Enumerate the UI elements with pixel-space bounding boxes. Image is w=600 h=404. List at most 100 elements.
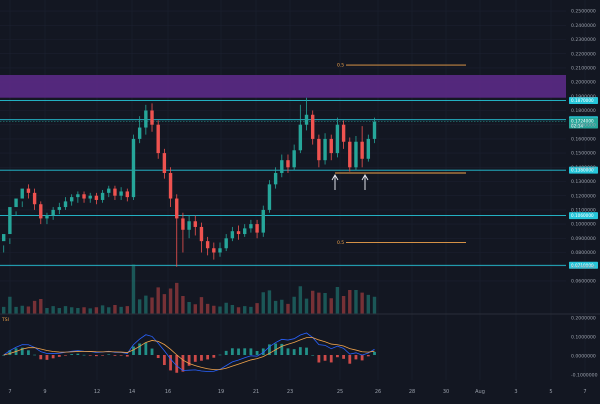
- candle-body[interactable]: [193, 221, 197, 227]
- candle-body[interactable]: [273, 172, 278, 185]
- volume-bar: [323, 293, 327, 314]
- candle-body[interactable]: [205, 241, 210, 249]
- tsi-histogram-bar: [224, 350, 228, 355]
- candle-body[interactable]: [51, 209, 55, 216]
- candle-body[interactable]: [317, 138, 321, 161]
- candle-body[interactable]: [230, 231, 235, 239]
- candle-body[interactable]: [372, 121, 377, 139]
- candle-body[interactable]: [69, 197, 74, 202]
- indicator-tick-label: 0.2000000: [571, 316, 596, 322]
- candle-body[interactable]: [187, 221, 191, 230]
- indicator-tick-label: 0.0000000: [571, 354, 596, 360]
- price-tick-label: 0.1600000: [571, 137, 596, 143]
- volume-bar: [273, 300, 278, 314]
- volume-bar: [348, 290, 352, 314]
- candle-body[interactable]: [125, 191, 129, 198]
- candle-body[interactable]: [26, 188, 31, 193]
- tsi-histogram-bar: [27, 350, 30, 355]
- price-tick-label: 0.1200000: [571, 193, 596, 199]
- annotation-arrows[interactable]: [331, 174, 369, 190]
- candle-body[interactable]: [20, 188, 24, 199]
- candle-body[interactable]: [168, 172, 173, 199]
- candle-body[interactable]: [88, 195, 92, 199]
- candle-body[interactable]: [261, 209, 265, 233]
- candle-body[interactable]: [119, 191, 123, 196]
- up-arrow-head: [361, 174, 369, 181]
- tsi-histogram-bar: [20, 347, 24, 355]
- horizontal-levels[interactable]: 0.18700000.17350000.13800000.10600000.07…: [0, 97, 598, 269]
- candle-body[interactable]: [304, 114, 309, 125]
- candle-body[interactable]: [335, 124, 340, 154]
- candle-body[interactable]: [354, 141, 358, 168]
- candle-body[interactable]: [32, 192, 37, 205]
- candle-body[interactable]: [255, 224, 259, 233]
- tsi-histogram-bar: [113, 355, 117, 356]
- volume-bar: [292, 296, 296, 314]
- candle-body[interactable]: [280, 160, 284, 173]
- candle-body[interactable]: [63, 201, 68, 208]
- candle-body[interactable]: [107, 188, 111, 193]
- tsi-histogram-bar: [348, 355, 352, 364]
- candle-body[interactable]: [212, 248, 216, 253]
- tsi-histogram-bar: [82, 354, 86, 356]
- tsi-histogram-bar: [150, 348, 154, 355]
- candle-body[interactable]: [156, 124, 160, 154]
- candle-body[interactable]: [14, 198, 18, 208]
- candle-body[interactable]: [298, 124, 303, 151]
- candle-body[interactable]: [137, 127, 142, 139]
- candle-body[interactable]: [236, 231, 241, 235]
- volume-bar: [2, 306, 6, 314]
- candle-body[interactable]: [323, 138, 327, 161]
- candle-body[interactable]: [286, 160, 290, 168]
- level-tag: [569, 166, 598, 174]
- up-arrow[interactable]: [361, 174, 369, 190]
- fib-lines[interactable]: 0.5 0.5: [335, 63, 466, 247]
- candle-body[interactable]: [341, 124, 346, 142]
- candle-body[interactable]: [113, 188, 117, 196]
- level-tag: [569, 212, 598, 220]
- candles[interactable]: [2, 97, 377, 267]
- price-tick-label: 0.0700000: [571, 264, 596, 270]
- volume-bar: [360, 292, 364, 314]
- candle-body[interactable]: [292, 150, 296, 168]
- date-axis[interactable]: 7 9 12 14 16 19 21 23 25 26 28 30 Aug 3 5 7: [8, 389, 586, 395]
- candle-body[interactable]: [150, 110, 154, 125]
- candle-body[interactable]: [218, 248, 222, 253]
- candle-body[interactable]: [162, 153, 167, 173]
- candle-body[interactable]: [311, 114, 315, 139]
- candle-body[interactable]: [348, 141, 352, 168]
- candle-body[interactable]: [8, 207, 12, 235]
- price-tick-label: 0.2300000: [571, 37, 596, 43]
- candle-body[interactable]: [224, 238, 228, 249]
- candle-body[interactable]: [94, 195, 99, 200]
- price-axis[interactable]: 0.2500000 0.2400000 0.2300000 0.2200000 0.21…: [571, 9, 596, 285]
- volume-bar: [131, 264, 136, 314]
- price-tick-label: 0.0600000: [571, 279, 596, 285]
- candle-body[interactable]: [2, 234, 6, 242]
- candle-body[interactable]: [144, 110, 148, 128]
- candle-body[interactable]: [100, 192, 105, 200]
- candle-body[interactable]: [366, 138, 371, 159]
- candle-body[interactable]: [243, 228, 247, 235]
- candle-body[interactable]: [175, 198, 179, 219]
- candle-body[interactable]: [267, 184, 272, 210]
- candle-body[interactable]: [199, 226, 204, 242]
- candle-body[interactable]: [76, 194, 80, 198]
- candle-body[interactable]: [45, 215, 49, 219]
- price-tick-label: 0.0800000: [571, 250, 596, 256]
- candle-body[interactable]: [131, 138, 136, 198]
- candle-body[interactable]: [82, 194, 86, 199]
- date-tick-label: 30: [443, 389, 449, 395]
- up-arrow[interactable]: [331, 174, 339, 190]
- candle-body[interactable]: [249, 224, 253, 229]
- last-price-tag[interactable]: [569, 117, 598, 129]
- volume-bar: [205, 303, 210, 314]
- candle-body[interactable]: [329, 138, 333, 154]
- candle-body[interactable]: [39, 204, 43, 219]
- candle-body[interactable]: [360, 141, 364, 159]
- tsi-histogram-bar: [51, 355, 55, 359]
- candle-body[interactable]: [57, 207, 62, 210]
- candle-body[interactable]: [181, 218, 185, 230]
